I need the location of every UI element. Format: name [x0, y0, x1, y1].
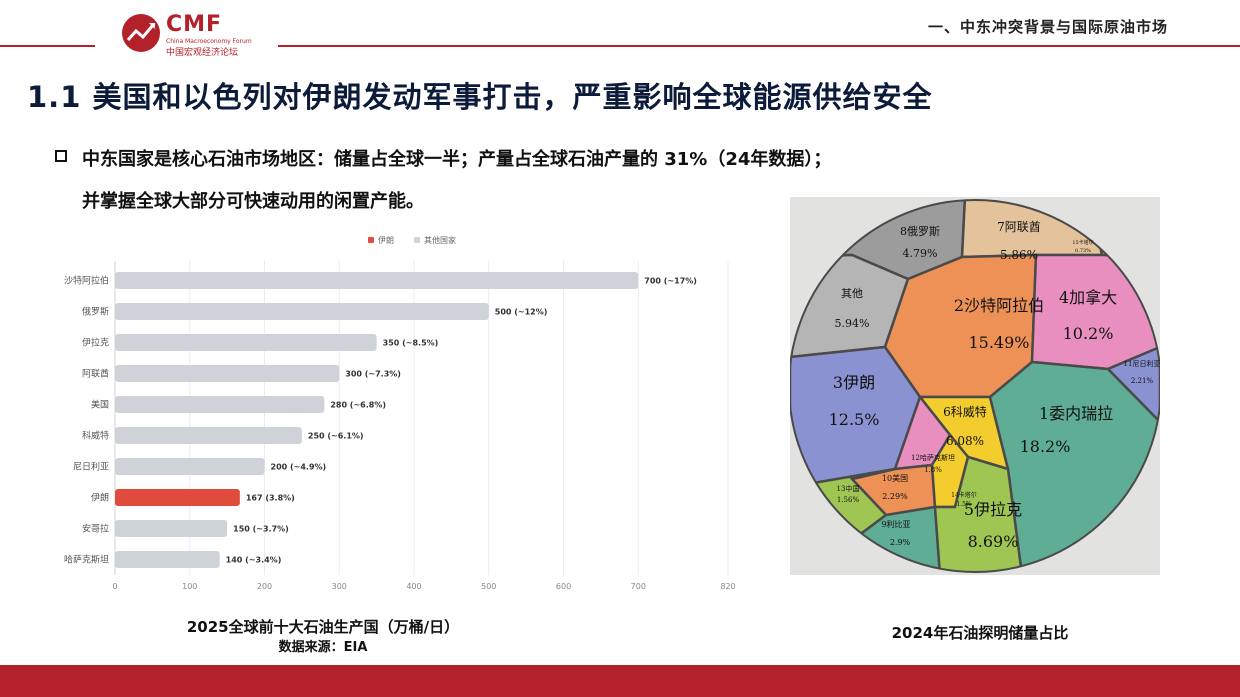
category-label: 美国	[91, 399, 109, 411]
reserve-region-label: 1委内瑞拉	[1039, 404, 1113, 423]
bar-chart-title: 2025全球前十大石油生产国（万桶/日）	[186, 618, 460, 636]
bar	[115, 551, 220, 568]
category-label: 伊朗	[91, 492, 109, 504]
reserve-region-pct: 1.56%	[837, 496, 860, 504]
reserve-region-label: 14卡塔尔	[951, 491, 977, 499]
reserve-region-pct: 6.08%	[946, 434, 984, 448]
reserves-voronoi-chart: 1委内瑞拉 18.2% 2沙特阿拉伯 15.49% 3伊朗 12.5% 4加拿大 10.2% 5…	[788, 197, 1162, 575]
bar	[115, 303, 489, 320]
reserve-region-label: 其他	[841, 287, 863, 300]
legend-swatch	[414, 237, 420, 243]
x-tick-label: 200	[257, 582, 272, 591]
reserve-region-pct: 0.73%	[1075, 248, 1091, 254]
x-tick-label: 100	[182, 582, 197, 591]
bar-chart-source: 数据来源：EIA	[278, 640, 368, 655]
category-label: 安哥拉	[82, 523, 109, 535]
cmf-logo: CMF China Macroeconomy Forum 中国宏观经济论坛	[122, 12, 262, 58]
data-label: 280 (~6.8%)	[330, 401, 386, 410]
reserve-region-pct: 15.49%	[968, 333, 1029, 352]
bar	[115, 272, 639, 289]
reserve-region-label: 12哈萨克斯坦	[911, 453, 955, 462]
reserve-region-label: 2沙特阿拉伯	[954, 296, 1044, 315]
header-rule-left	[0, 45, 95, 47]
data-label: 250 (~6.1%)	[308, 432, 364, 441]
reserve-region-label: 9利比亚	[881, 519, 910, 529]
reserve-region-label: 4加拿大	[1059, 288, 1117, 307]
bullet-line-1: 中东国家是核心石油市场地区：储量占全球一半；产量占全球石油产量的 31%（24年…	[82, 149, 832, 170]
logo-text: CMF	[166, 12, 223, 37]
reserve-region-label: 7阿联酋	[997, 219, 1041, 234]
bar	[115, 489, 240, 506]
x-tick-label: 700	[631, 582, 646, 591]
bar	[115, 458, 265, 475]
logo-subtitle: China Macroeconomy Forum	[166, 38, 252, 45]
page-title: 1.1 美国和以色列对伊朗发动军事打击，严重影响全球能源供给安全	[27, 80, 933, 114]
category-label: 沙特阿拉伯	[64, 275, 109, 287]
reserve-region-label: 5伊拉克	[964, 500, 1022, 519]
category-label: 俄罗斯	[82, 306, 109, 318]
bar	[115, 520, 228, 537]
x-tick-label: 300	[332, 582, 347, 591]
data-label: 167 (3.8%)	[246, 494, 295, 503]
x-tick-label: 500	[481, 582, 496, 591]
bullet-line-2: 并掌握全球大部分可快速动用的闲置产能。	[82, 191, 424, 212]
bullet-square-icon	[55, 150, 67, 162]
header-rule-right	[278, 45, 1240, 47]
reserve-region-pct: 1.8%	[924, 466, 942, 474]
cmf-logo-mark-icon	[122, 14, 160, 52]
reserve-region-label: 6科威特	[943, 404, 987, 419]
data-label: 500 (~12%)	[495, 308, 548, 317]
legend-swatch	[368, 237, 374, 243]
data-label: 140 (~3.4%)	[226, 556, 282, 565]
data-label: 350 (~8.5%)	[383, 339, 439, 348]
reserve-region-label: 10美国	[882, 473, 908, 483]
reserve-region-pct: 8.69%	[968, 532, 1019, 551]
reserve-region-label: 3伊朗	[833, 373, 875, 392]
reserve-region-pct: 1.5%	[956, 501, 972, 508]
reserve-region-pct: 2.9%	[890, 538, 911, 547]
reserve-region-pct: 2.29%	[882, 492, 908, 501]
reserve-region-pct: 2.21%	[1131, 377, 1154, 385]
x-tick-label: 0	[112, 582, 117, 591]
data-label: 300 (~7.3%)	[345, 370, 401, 379]
category-label: 哈萨克斯坦	[64, 554, 109, 566]
logo-chinese-name: 中国宏观经济论坛	[166, 48, 239, 58]
legend-label: 伊朗	[378, 235, 394, 245]
reserves-chart-caption: 2024年石油探明储量占比	[891, 624, 1069, 642]
footer-bar	[0, 665, 1240, 697]
data-label: 700 (~17%)	[644, 277, 697, 286]
reserve-region-pct: 5.94%	[835, 317, 870, 330]
category-label: 尼日利亚	[73, 461, 109, 473]
bar	[115, 427, 302, 444]
bar	[115, 334, 377, 351]
reserve-region-pct: 18.2%	[1020, 437, 1071, 456]
category-label: 科威特	[82, 430, 109, 442]
x-tick-label: 600	[556, 582, 571, 591]
reserve-region-pct: 12.5%	[829, 410, 880, 429]
category-label: 伊拉克	[82, 337, 109, 349]
bar	[115, 365, 340, 382]
category-label: 阿联酋	[82, 368, 109, 380]
reserve-region-label: 8俄罗斯	[900, 225, 940, 238]
reserve-region-label: 13中国	[837, 484, 860, 493]
section-title: 一、中东冲突背景与国际原油市场	[927, 18, 1168, 36]
region-canada	[1030, 253, 1161, 371]
reserve-region-label: 11尼日利亚	[1124, 359, 1160, 368]
reserve-region-label: 15卡塔尔	[1072, 239, 1093, 246]
legend-label: 其他国家	[424, 235, 456, 245]
x-tick-label: 820	[720, 582, 735, 591]
reserve-region-pct: 10.2%	[1063, 324, 1114, 343]
reserve-region-pct: 5.86%	[1000, 248, 1038, 262]
bar	[115, 396, 325, 413]
region-iraq	[933, 455, 1024, 572]
reserve-region-pct: 4.79%	[903, 247, 938, 260]
data-label: 150 (~3.7%)	[233, 525, 289, 534]
data-label: 200 (~4.9%)	[271, 463, 327, 472]
x-tick-label: 400	[406, 582, 421, 591]
